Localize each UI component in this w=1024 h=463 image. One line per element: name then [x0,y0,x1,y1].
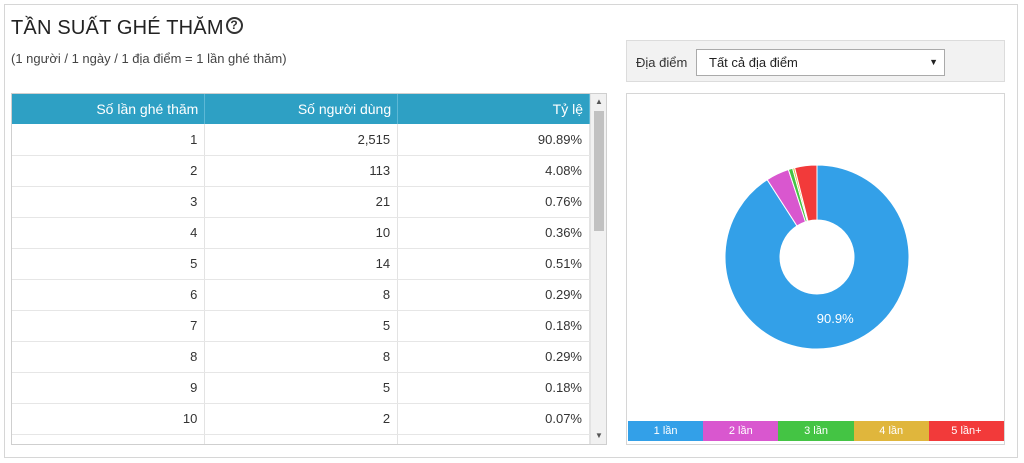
title-text: TẦN SUẤT GHÉ THĂM [11,17,224,39]
legend-item[interactable]: 5 lần+ [928,421,1005,441]
column-header-users[interactable]: Số người dùng [204,94,399,124]
table-row: 6 8 0.29% [12,279,590,311]
cell-ratio: 90.89% [397,124,590,156]
cell-visits: 7 [12,310,206,342]
cell-ratio: 0.51% [397,248,590,280]
cell-visits: 9 [12,372,206,404]
location-select[interactable]: Tất cả địa điểm ▼ [696,49,945,76]
cell-ratio: 0.29% [397,279,590,311]
location-selected-value: Tất cả địa điểm [709,55,798,70]
cell-visits: 5 [12,248,206,280]
location-label: Địa điểm [636,55,688,70]
table-row: 9 5 0.18% [12,372,590,404]
cell-users: 8 [204,341,399,373]
help-icon[interactable]: ? [225,17,243,34]
table-header-row: Số lần ghé thăm Số người dùng Tỷ lệ [12,94,590,124]
cell-users: 2 [204,403,399,435]
frequency-table: Số lần ghé thăm Số người dùng Tỷ lệ 1 2,5… [11,93,607,445]
scroll-up-icon[interactable]: ▲ [595,97,603,106]
cell-users [204,434,399,444]
table-row: 1 2,515 90.89% [12,124,590,156]
chart-legend: 1 lần 2 lần 3 lần 4 lần 5 lần+ [628,421,1005,441]
legend-item[interactable]: 4 lần [853,421,929,441]
cell-visits: 2 [12,155,206,187]
cell-visits: 10 [12,403,206,435]
cell-visits: 8 [12,341,206,373]
cell-users: 113 [204,155,399,187]
donut-chart: 90.9% 1 lần 2 lần 3 lần 4 lần 5 lần+ [626,93,1005,445]
scroll-down-icon[interactable]: ▼ [595,431,603,440]
table-row: 7 5 0.18% [12,310,590,342]
cell-users: 8 [204,279,399,311]
legend-item[interactable]: 2 lần [703,421,779,441]
cell-visits: 6 [12,279,206,311]
cell-ratio [397,434,590,444]
dropdown-arrow-icon: ▼ [929,57,938,67]
cell-ratio: 0.36% [397,217,590,249]
cell-ratio: 0.07% [397,403,590,435]
table-row: 3 21 0.76% [12,186,590,218]
cell-ratio: 0.18% [397,310,590,342]
table-row: 8 8 0.29% [12,341,590,373]
cell-users: 10 [204,217,399,249]
cell-visits: 4 [12,217,206,249]
page-title: TẦN SUẤT GHÉ THĂM ? [11,17,243,40]
donut-slice-1[interactable] [724,164,910,350]
table-row: 4 10 0.36% [12,217,590,249]
legend-item[interactable]: 1 lần [628,421,704,441]
location-filter: Địa điểm Tất cả địa điểm ▼ [626,40,1005,82]
cell-ratio: 0.76% [397,186,590,218]
cell-users: 21 [204,186,399,218]
donut-data-label: 90.9% [817,311,854,326]
cell-ratio: 0.29% [397,341,590,373]
subtitle: (1 người / 1 ngày / 1 địa điểm = 1 lần g… [11,51,287,66]
scroll-thumb[interactable] [594,111,604,231]
table-row: 2 113 4.08% [12,155,590,187]
table-row [12,434,590,444]
table-row: 5 14 0.51% [12,248,590,280]
cell-users: 5 [204,310,399,342]
donut-chart-svg: 90.9% [724,164,910,350]
cell-users: 2,515 [204,124,399,156]
cell-users: 5 [204,372,399,404]
legend-item[interactable]: 3 lần [778,421,854,441]
cell-ratio: 0.18% [397,372,590,404]
cell-visits: 3 [12,186,206,218]
donut-slice-5[interactable] [794,164,818,222]
cell-users: 14 [204,248,399,280]
column-header-ratio[interactable]: Tỷ lệ [397,94,590,124]
cell-visits [12,434,206,444]
table-scrollbar[interactable]: ▲ ▼ [590,94,606,444]
cell-ratio: 4.08% [397,155,590,187]
cell-visits: 1 [12,124,206,156]
column-header-visits[interactable]: Số lần ghé thăm [12,94,206,124]
table-row: 10 2 0.07% [12,403,590,435]
